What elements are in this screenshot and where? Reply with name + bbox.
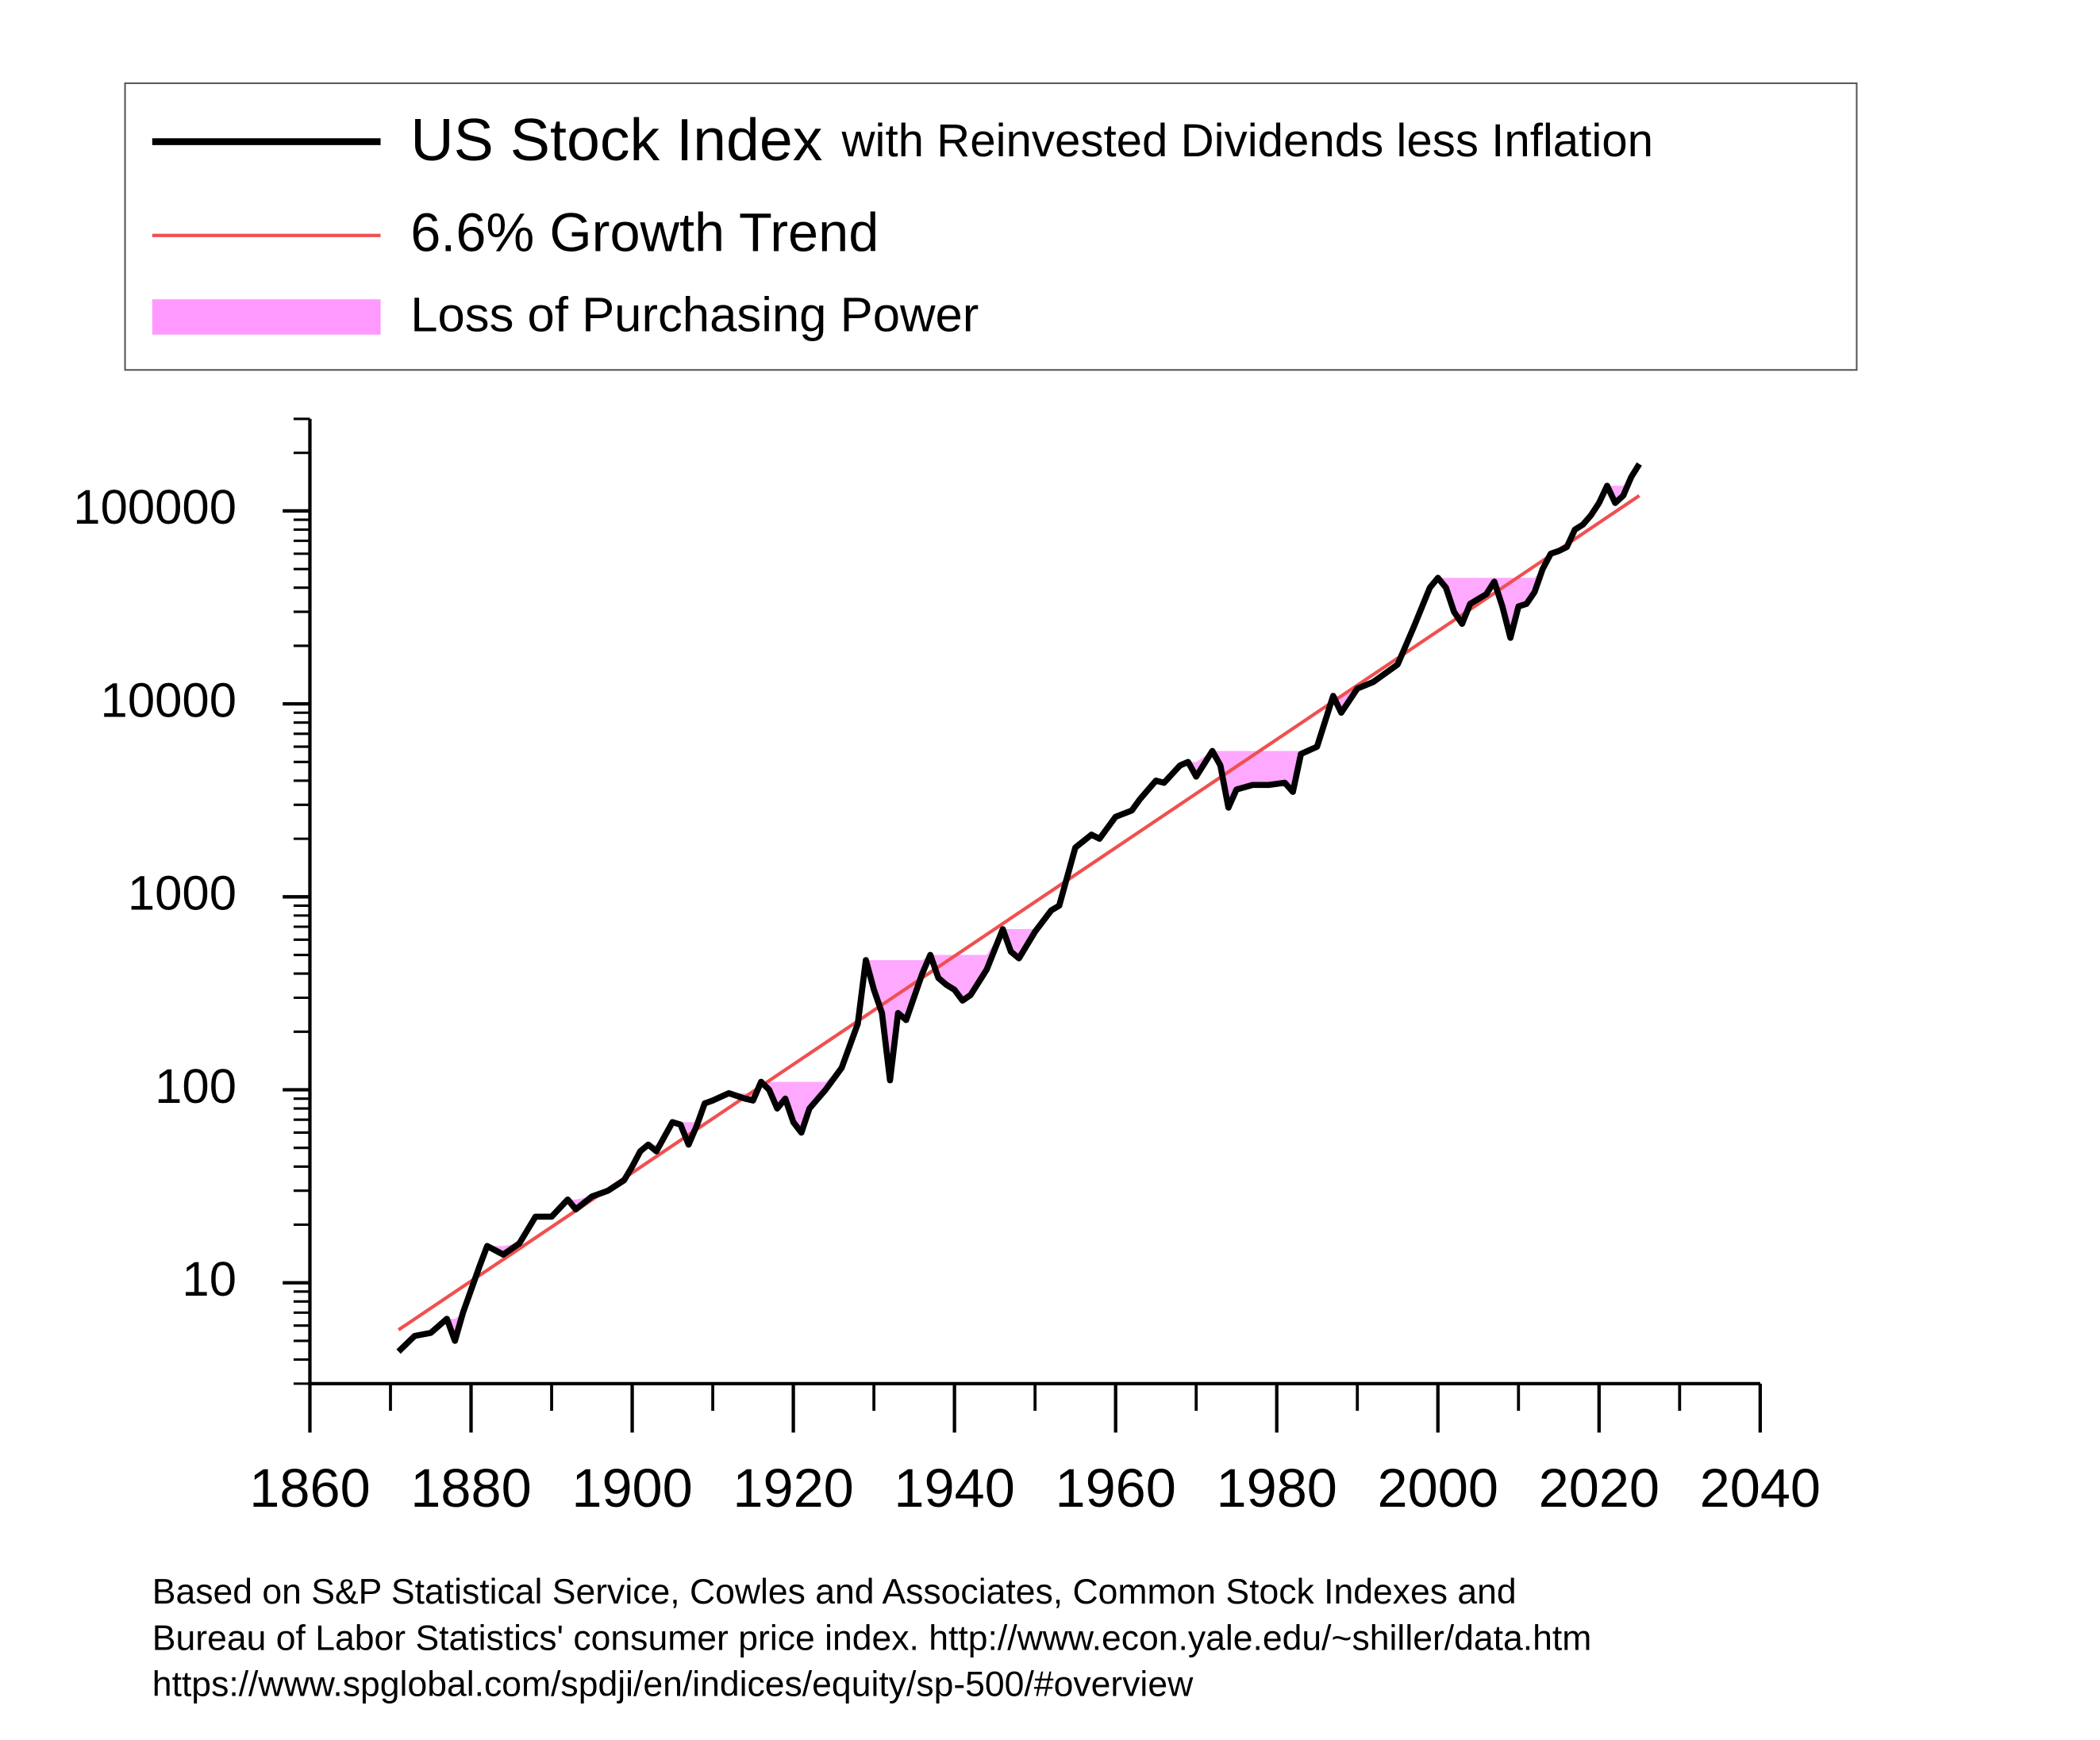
legend-label: Loss of Purchasing Power bbox=[410, 287, 979, 342]
x-tick-label: 2040 bbox=[1700, 1458, 1821, 1519]
stock-line bbox=[396, 462, 1642, 1354]
legend-box bbox=[124, 82, 1858, 371]
x-tick-label: 1920 bbox=[733, 1458, 853, 1519]
source-line: Based on S&P Statistical Service, Cowles… bbox=[152, 1573, 1517, 1611]
y-tick-label: 1000 bbox=[128, 866, 237, 921]
x-tick-label: 1900 bbox=[571, 1458, 692, 1519]
legend-note: with Reinvested Dividends less Inflation bbox=[840, 115, 1653, 167]
loss-area bbox=[398, 463, 1640, 1352]
legend-label: 6.6% Growth Trend bbox=[410, 202, 879, 263]
legend-label: US Stock Index bbox=[410, 106, 822, 173]
y-tick-label: 10 bbox=[182, 1252, 237, 1307]
x-tick-label: 1860 bbox=[249, 1458, 370, 1519]
source-line: Bureau of Labor Statistics' consumer pri… bbox=[152, 1619, 1592, 1657]
y-tick-label: 100 bbox=[155, 1059, 237, 1114]
x-tick-label: 1960 bbox=[1055, 1458, 1175, 1519]
x-tick-label: 1980 bbox=[1217, 1458, 1337, 1519]
y-tick-label: 10000 bbox=[101, 673, 237, 728]
x-tick-label: 2000 bbox=[1378, 1458, 1498, 1519]
legend-swatch bbox=[152, 299, 381, 335]
x-tick-label: 2020 bbox=[1539, 1458, 1660, 1519]
x-tick-label: 1940 bbox=[894, 1458, 1014, 1519]
y-tick-label: 100000 bbox=[73, 480, 237, 535]
legend-label: US Stock Index with Reinvested Dividends … bbox=[410, 106, 1653, 173]
x-tick-label: 1880 bbox=[410, 1458, 531, 1519]
source-line: https://www.spglobal.com/spdji/en/indice… bbox=[152, 1665, 1194, 1704]
